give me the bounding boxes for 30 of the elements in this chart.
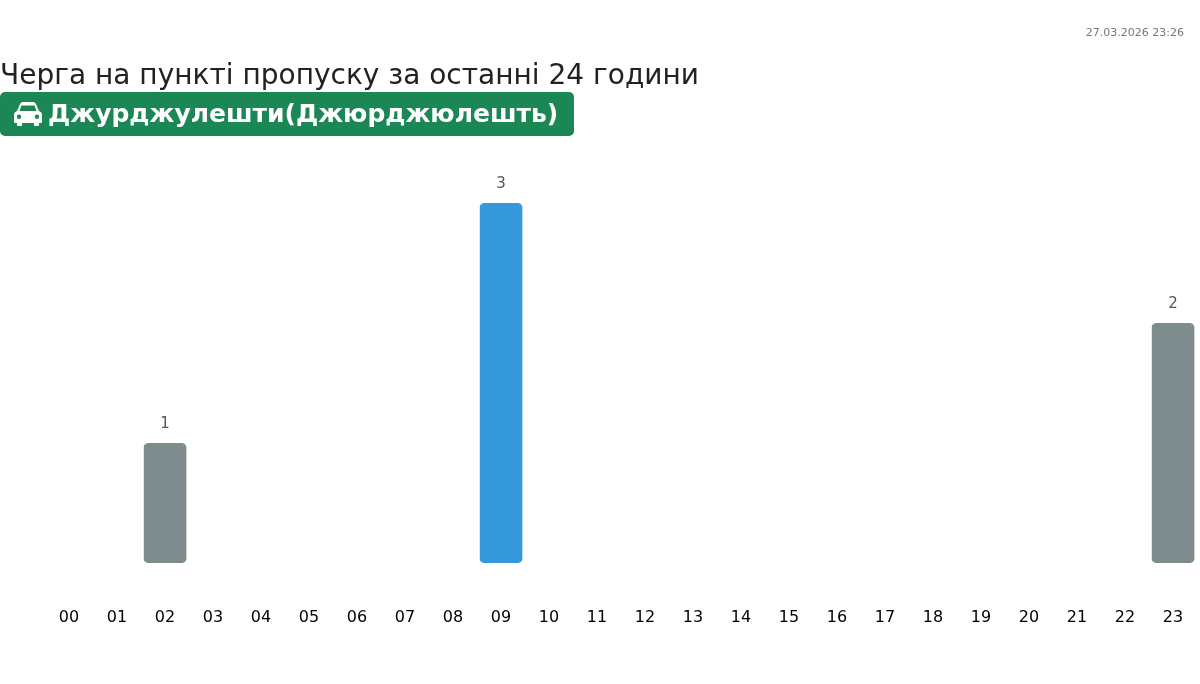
x-tick-label: 02 <box>154 606 176 626</box>
chart-title: Черга на пункті пропуску за останні 24 години <box>0 57 699 93</box>
data-label: 3 <box>496 174 506 192</box>
x-tick-label: 16 <box>826 606 848 626</box>
x-tick-label: 09 <box>490 606 512 626</box>
x-tick-label: 12 <box>634 606 656 626</box>
x-tick-label: 04 <box>250 606 272 626</box>
x-tick-label: 20 <box>1018 606 1040 626</box>
x-tick-label: 00 <box>58 606 80 626</box>
x-tick-label: 07 <box>394 606 416 626</box>
x-tick-label: 22 <box>1114 606 1136 626</box>
x-tick-label: 18 <box>922 606 944 626</box>
x-tick-label: 21 <box>1066 606 1088 626</box>
x-tick-label: 11 <box>586 606 608 626</box>
x-tick-label: 14 <box>730 606 752 626</box>
data-label: 1 <box>160 414 170 432</box>
x-tick-label: 15 <box>778 606 800 626</box>
x-tick-label: 01 <box>106 606 128 626</box>
chart-subtitle: Джурджулешти(Джюрджюлешть) <box>48 98 559 130</box>
x-tick-label: 03 <box>202 606 224 626</box>
x-tick-label: 19 <box>970 606 992 626</box>
x-tick-label: 05 <box>298 606 320 626</box>
x-tick-label: 13 <box>682 606 704 626</box>
x-tick-label: 23 <box>1162 606 1184 626</box>
text: 27.03.2026 23:26 <box>1085 26 1184 39</box>
x-tick-label: 10 <box>538 606 560 626</box>
data-label: 2 <box>1168 294 1178 312</box>
x-tick-label: 08 <box>442 606 464 626</box>
x-tick-label: 17 <box>874 606 896 626</box>
x-tick-label: 06 <box>346 606 368 626</box>
